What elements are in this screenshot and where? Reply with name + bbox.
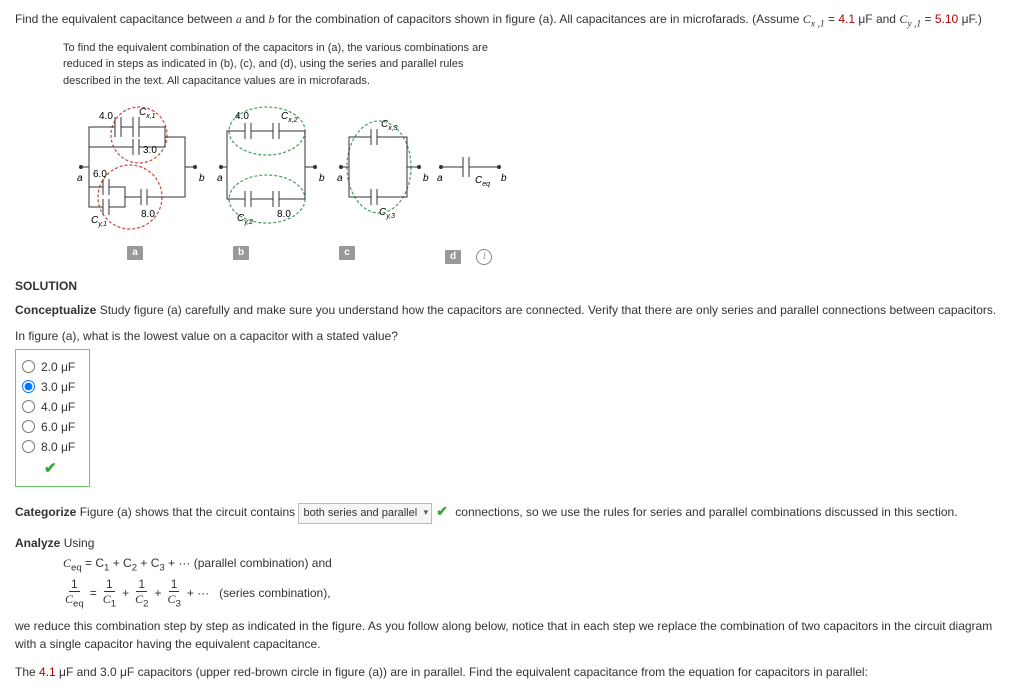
svg-text:3.0: 3.0 bbox=[143, 145, 157, 156]
select-check-icon: ✔ bbox=[436, 503, 448, 519]
radio-input-4[interactable] bbox=[22, 440, 35, 453]
unit-b: μF.) bbox=[958, 12, 982, 26]
eq1: = bbox=[825, 12, 839, 26]
conceptualize-line: Conceptualize Study figure (a) carefully… bbox=[15, 301, 1009, 319]
fig-label-c: c bbox=[339, 246, 355, 260]
final-b: μF and 3.0 μF capacitors (upper red-brow… bbox=[56, 665, 868, 679]
svg-text:Ceq: Ceq bbox=[475, 175, 490, 188]
radio-option-2[interactable]: 4.0 μF bbox=[22, 398, 75, 416]
radio-label-4: 8.0 μF bbox=[41, 438, 75, 456]
svg-text:6.0: 6.0 bbox=[93, 169, 107, 180]
cx-sub: x ,1 bbox=[811, 18, 825, 29]
question-1: In figure (a), what is the lowest value … bbox=[15, 327, 1009, 345]
svg-text:Cy,2: Cy,2 bbox=[237, 213, 253, 226]
svg-text:a: a bbox=[437, 173, 443, 184]
cy-sub: y ,1 bbox=[907, 18, 921, 29]
svg-text:Cy,1: Cy,1 bbox=[91, 215, 107, 228]
svg-text:8.0: 8.0 bbox=[277, 209, 291, 220]
caption-l1: To find the equivalent combination of th… bbox=[63, 40, 1009, 57]
final-val: 4.1 bbox=[39, 665, 56, 679]
check-icon: ✔ bbox=[44, 458, 75, 481]
reduce-paragraph: we reduce this combination step by step … bbox=[15, 617, 1009, 653]
categorize-text-a: Figure (a) shows that the circuit contai… bbox=[76, 505, 298, 519]
caption-l2: reduced in steps as indicated in (b), (c… bbox=[63, 56, 1009, 73]
prompt-text-c: for the combination of capacitors shown … bbox=[275, 12, 803, 26]
radio-input-3[interactable] bbox=[22, 420, 35, 433]
info-icon[interactable]: i bbox=[476, 249, 492, 265]
svg-text:b: b bbox=[423, 173, 429, 184]
svg-text:4.0: 4.0 bbox=[99, 111, 113, 122]
radio-group: 2.0 μF 3.0 μF 4.0 μF 6.0 μF 8.0 μF ✔ bbox=[15, 349, 90, 488]
radio-input-1[interactable] bbox=[22, 380, 35, 393]
conceptualize-label: Conceptualize bbox=[15, 303, 96, 317]
svg-text:b: b bbox=[319, 173, 325, 184]
radio-option-1[interactable]: 3.0 μF bbox=[22, 378, 75, 396]
problem-prompt: Find the equivalent capacitance between … bbox=[15, 10, 1009, 32]
final-paragraph: The 4.1 μF and 3.0 μF capacitors (upper … bbox=[15, 663, 1009, 681]
radio-option-3[interactable]: 6.0 μF bbox=[22, 418, 75, 436]
categorize-line: Categorize Figure (a) shows that the cir… bbox=[15, 501, 1009, 524]
svg-text:b: b bbox=[199, 173, 205, 184]
fig-label-a: a bbox=[127, 246, 143, 260]
circuit-svg: a b 4.0 Cx,1 3.0 6.0 Cy,1 bbox=[75, 97, 555, 237]
analyze-label: Analyze bbox=[15, 536, 60, 550]
svg-text:4.0: 4.0 bbox=[235, 111, 249, 122]
radio-label-0: 2.0 μF bbox=[41, 358, 75, 376]
figure-caption: To find the equivalent combination of th… bbox=[63, 40, 1009, 90]
cx-val: 4.1 bbox=[838, 12, 855, 26]
cy-val: 5.10 bbox=[935, 12, 958, 26]
categorize-label: Categorize bbox=[15, 505, 76, 519]
categorize-select[interactable]: both series and parallel bbox=[298, 503, 432, 524]
equation-parallel: Ceq = C1 + C2 + C3 + ··· (parallel combi… bbox=[63, 554, 1009, 576]
cx-label: C bbox=[803, 12, 811, 26]
eq2: = bbox=[921, 12, 935, 26]
radio-label-1: 3.0 μF bbox=[41, 378, 75, 396]
categorize-text-b: connections, so we use the rules for ser… bbox=[452, 505, 958, 519]
svg-text:b: b bbox=[501, 173, 507, 184]
radio-option-4[interactable]: 8.0 μF bbox=[22, 438, 75, 456]
fig-label-b: b bbox=[233, 246, 249, 260]
conceptualize-text: Study figure (a) carefully and make sure… bbox=[96, 303, 996, 317]
prompt-text-b: and bbox=[242, 12, 269, 26]
svg-text:Cx,3: Cx,3 bbox=[381, 119, 398, 132]
unit-a: μF and bbox=[855, 12, 899, 26]
circuit-figure: a b 4.0 Cx,1 3.0 6.0 Cy,1 bbox=[75, 97, 1009, 265]
svg-text:Cx,1: Cx,1 bbox=[139, 107, 156, 120]
final-a: The bbox=[15, 665, 39, 679]
radio-label-2: 4.0 μF bbox=[41, 398, 75, 416]
fig-label-d: d bbox=[445, 250, 461, 264]
svg-text:Cx,2: Cx,2 bbox=[281, 111, 298, 124]
equation-series: 1Ceq = 1C1 + 1C2 + 1C3 + ··· (series com… bbox=[63, 578, 1009, 609]
analyze-text: Using bbox=[60, 536, 94, 550]
svg-text:a: a bbox=[337, 173, 343, 184]
svg-text:8.0: 8.0 bbox=[141, 209, 155, 220]
svg-text:a: a bbox=[217, 173, 223, 184]
radio-label-3: 6.0 μF bbox=[41, 418, 75, 436]
solution-heading: SOLUTION bbox=[15, 277, 1009, 295]
radio-input-2[interactable] bbox=[22, 400, 35, 413]
radio-input-0[interactable] bbox=[22, 360, 35, 373]
analyze-line: Analyze Using bbox=[15, 534, 1009, 552]
caption-l3: described in the text. All capacitance v… bbox=[63, 73, 1009, 90]
prompt-text-a: Find the equivalent capacitance between bbox=[15, 12, 236, 26]
radio-option-0[interactable]: 2.0 μF bbox=[22, 358, 75, 376]
svg-text:a: a bbox=[77, 173, 83, 184]
